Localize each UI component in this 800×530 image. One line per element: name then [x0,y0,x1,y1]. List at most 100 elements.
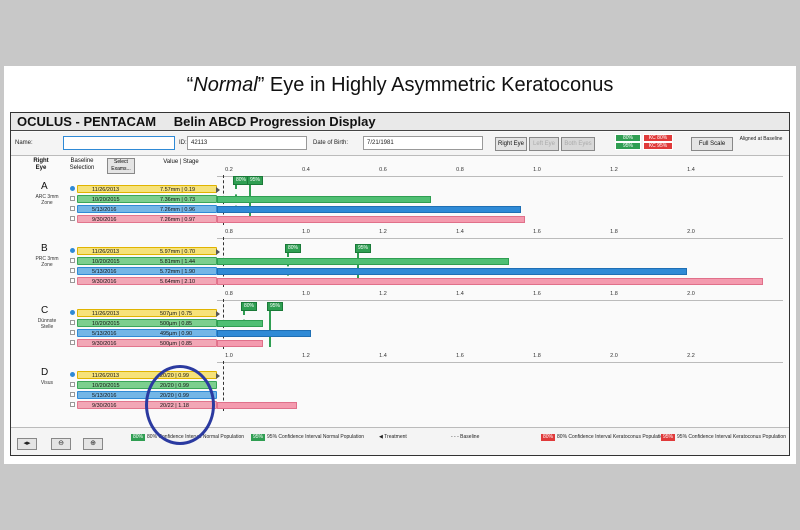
axis-tick-label: 1.8 [610,291,618,297]
name-label: Name: [15,140,33,146]
exam-row[interactable]: 11/26/2013 7.57mm | 0.19 [77,185,220,193]
id-field[interactable]: 42113 [187,136,307,150]
axis-tick-label: 1.4 [456,229,464,235]
axis-tick-label: 2.0 [687,229,695,235]
exam-row[interactable]: 11/26/2013 507µm | 0.75 [77,309,220,317]
exam-row[interactable]: 10/20/2015 500µm | 0.85 [77,319,217,327]
full-scale-button[interactable]: Full Scale [691,137,733,151]
progression-bar [217,257,509,265]
exam-value-stage: 5.72mm | 1.90 [160,269,196,275]
treatment-marker-icon [216,311,220,317]
section-letter: D [41,367,49,378]
section-letter: A [41,181,48,192]
baseline-radio[interactable] [70,268,75,273]
name-field[interactable] [63,136,175,150]
baseline-radio-selected[interactable] [70,372,75,377]
treatment-marker-icon [216,249,220,255]
legend-normal-95: 95% 95% Confidence Interval Normal Popula… [251,434,365,441]
ci-normal-95-badge[interactable]: 95% [615,142,641,150]
axis-tick-label: 1.6 [533,291,541,297]
exam-date: 9/30/2016 [92,403,117,409]
exam-value-stage: 495µm | 0.90 [160,331,193,337]
exam-date: 9/30/2016 [92,279,117,285]
ci-kc-80-badge[interactable]: KC 80% [643,134,673,142]
id-label: ID: [179,140,187,146]
zoom-in-button[interactable]: ⊕ [83,438,103,450]
baseline-radio[interactable] [70,330,75,335]
baseline-radio[interactable] [70,278,75,283]
ci-95-flag: 95% [355,244,372,253]
axis-tick-label: 0.8 [225,291,233,297]
right-eye-button[interactable]: Right Eye [495,137,527,151]
baseline-dash-icon: - - - [451,434,459,440]
exam-date: 11/26/2013 [92,187,120,193]
axis-tick-label: 1.8 [610,229,618,235]
title-bar: OCULUS - PENTACAM Belin ABCD Progression… [11,113,789,131]
display-title: Belin ABCD Progression Display [173,114,376,129]
axis-tick-label: 1.2 [379,229,387,235]
baseline-radio[interactable] [70,206,75,211]
axis-tick-label: 1.4 [379,353,387,359]
exam-value-stage: 7.26mm | 0.96 [160,207,196,213]
ci-80-normal-line [235,183,237,223]
baseline-radio[interactable] [70,402,75,407]
progression-bar [217,267,687,275]
treatment-marker-icon [216,187,220,193]
baseline-radio[interactable] [70,340,75,345]
exam-row[interactable]: 5/13/2016 5.72mm | 1.90 [77,267,217,275]
baseline-radio-selected[interactable] [70,310,75,315]
left-eye-button[interactable]: Left Eye [529,137,559,151]
axis-line [217,362,783,363]
exam-row[interactable]: 5/13/2016 7.26mm | 0.96 [77,205,217,213]
navigate-arrows-button[interactable]: ◂▸ [17,438,37,450]
pentacam-window: OCULUS - PENTACAM Belin ABCD Progression… [10,112,790,456]
baseline-radio[interactable] [70,320,75,325]
exam-value-stage: 5.81mm | 1.44 [160,259,196,265]
ci-95-flag: 95% [267,302,284,311]
exam-row[interactable]: 9/30/2016 7.26mm | 0.97 [77,215,217,223]
exam-row[interactable]: 11/26/2013 5.97mm | 0.70 [77,247,220,255]
both-eyes-button[interactable]: Both Eyes [561,137,595,151]
baseline-radio[interactable] [70,216,75,221]
baseline-radio-selected[interactable] [70,186,75,191]
legend-baseline: - - - Baseline [451,434,480,440]
axis-tick-label: 1.4 [687,167,695,173]
baseline-radio[interactable] [70,382,75,387]
exam-row[interactable]: 5/13/2016 495µm | 0.90 [77,329,217,337]
axis-tick-label: 1.6 [456,353,464,359]
highlight-circle-annotation [145,365,215,445]
baseline-radio[interactable] [70,258,75,263]
exam-row[interactable]: 10/20/2015 5.81mm | 1.44 [77,257,217,265]
ci-normal-80-badge[interactable]: 80% [615,134,641,142]
ci-kc-95-badge[interactable]: KC 95% [643,142,673,150]
axis-tick-label: 0.6 [379,167,387,173]
treatment-marker-icon [216,373,220,379]
baseline-radio-selected[interactable] [70,248,75,253]
axis-tick-label: 1.8 [533,353,541,359]
exam-date: 9/30/2016 [92,341,117,347]
ci-95-flag: 95% [247,176,264,185]
exam-date: 11/26/2013 [92,311,120,317]
progression-bar [217,205,521,213]
section-subtitle: ARC 3mm Zone [35,194,59,206]
baseline-radio[interactable] [70,392,75,397]
exam-row[interactable]: 9/30/2016 5.64mm | 2.10 [77,277,217,285]
exam-date: 5/13/2016 [92,269,117,275]
axis-tick-label: 2.2 [687,353,695,359]
axis-tick-label: 2.0 [687,291,695,297]
baseline-radio[interactable] [70,196,75,201]
axis-tick-label: 1.2 [379,291,387,297]
axis-tick-label: 2.0 [610,353,618,359]
exam-row[interactable]: 10/20/2015 7.36mm | 0.73 [77,195,217,203]
exam-date: 11/26/2013 [92,249,120,255]
dob-field[interactable]: 7/21/1981 [363,136,483,150]
progression-bar [217,319,263,327]
axis-line [217,238,783,239]
zoom-out-button[interactable]: ⊖ [51,438,71,450]
baseline-marker [223,361,224,411]
exam-value-stage: 507µm | 0.75 [160,311,193,317]
select-exams-button[interactable]: Select Exams... [107,158,135,174]
ci-95-normal-line [249,183,251,223]
exam-value-stage: 500µm | 0.85 [160,321,193,327]
exam-row[interactable]: 9/30/2016 500µm | 0.85 [77,339,217,347]
